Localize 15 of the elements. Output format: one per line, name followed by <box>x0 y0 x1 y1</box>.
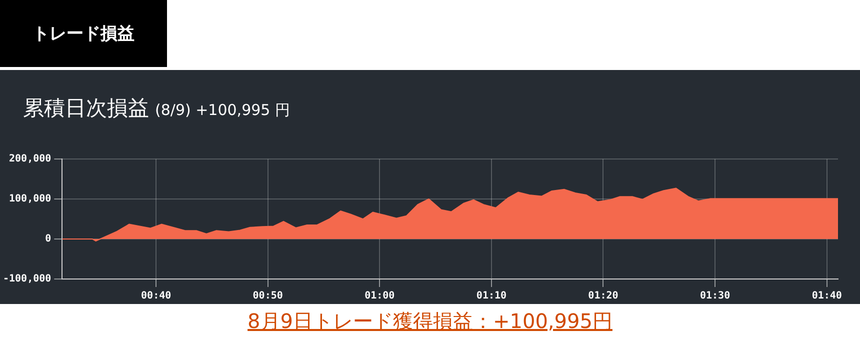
x-tick-label: 00:40 <box>141 290 172 302</box>
text: トレード損益 <box>0 0 167 67</box>
x-tick-label: 01:10 <box>476 290 507 302</box>
text: 8月9日トレード獲得損益：+100,995円 <box>246 308 614 335</box>
y-tick-label: 100,000 <box>9 194 52 205</box>
x-tick-label: 01:30 <box>700 290 730 302</box>
x-tick-label: 01:40 <box>812 290 842 302</box>
x-tick-label: 01:00 <box>364 290 395 302</box>
y-tick-label: 0 <box>45 234 52 245</box>
x-tick-label: 01:20 <box>588 290 618 302</box>
chart-title: 累積日次損益 <box>23 96 149 120</box>
x-tick-label: 00:50 <box>252 290 283 302</box>
y-tick-label: 200,000 <box>9 154 52 165</box>
chart-subtitle: (8/9) +100,995 円 <box>155 101 290 119</box>
y-tick-label: -100,000 <box>2 274 52 285</box>
